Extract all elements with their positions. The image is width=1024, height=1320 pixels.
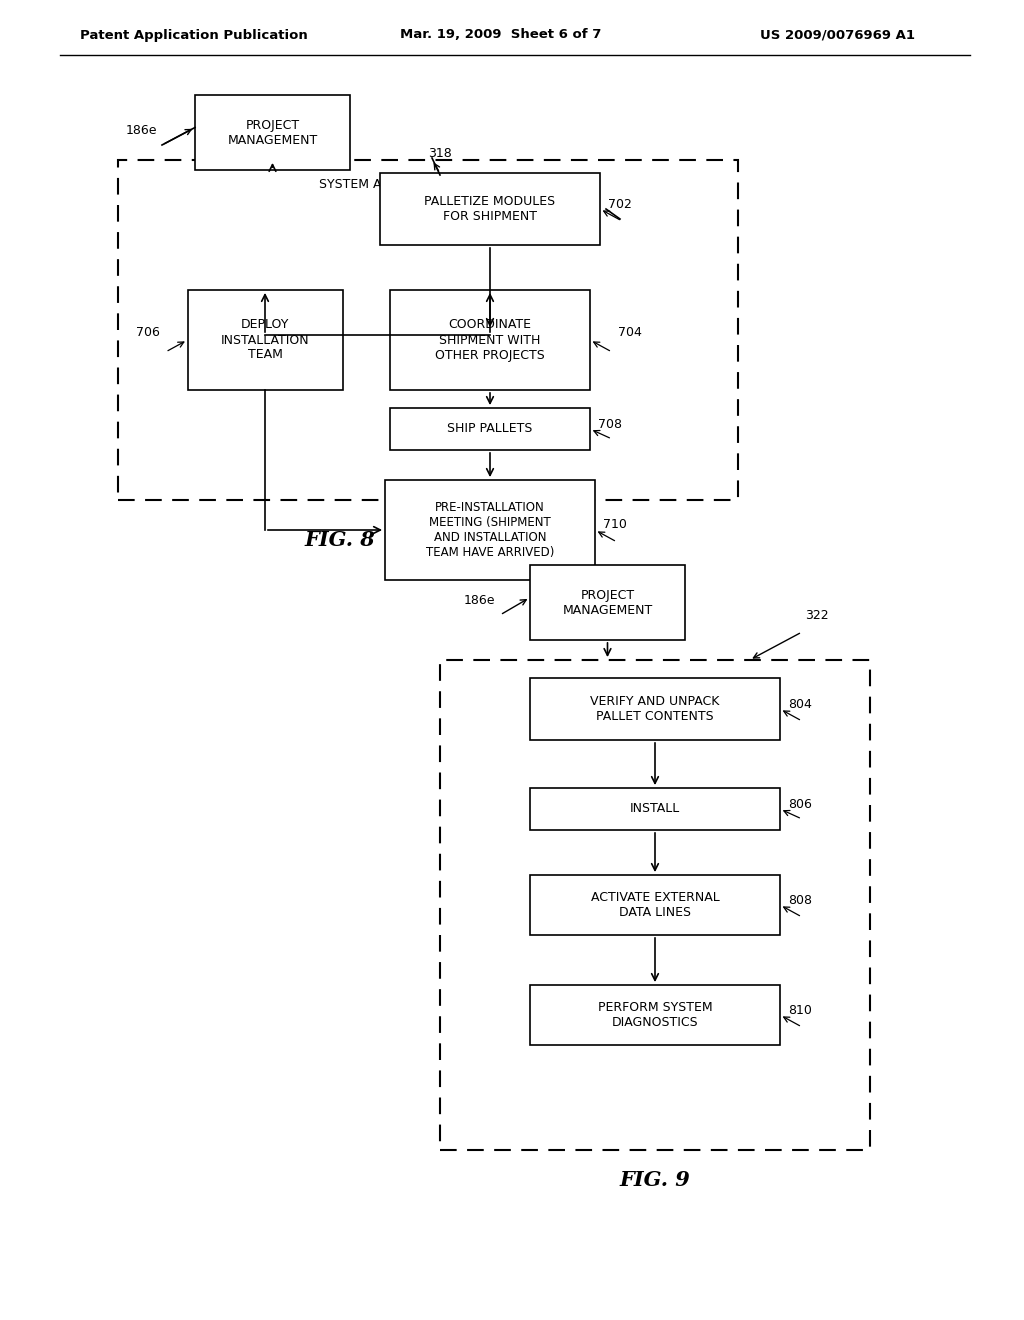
Text: PROJECT
MANAGEMENT: PROJECT MANAGEMENT xyxy=(227,119,317,147)
Text: FIG. 9: FIG. 9 xyxy=(620,1170,690,1191)
Text: 806: 806 xyxy=(788,797,812,810)
Text: SYSTEM ASSEMBLY AND SHIPMENT: SYSTEM ASSEMBLY AND SHIPMENT xyxy=(318,178,538,191)
Text: VERIFY AND UNPACK
PALLET CONTENTS: VERIFY AND UNPACK PALLET CONTENTS xyxy=(590,696,720,723)
Text: INSTALL: INSTALL xyxy=(630,803,680,816)
Text: SYSTEM INSTALL: SYSTEM INSTALL xyxy=(603,678,708,690)
Text: SHIP PALLETS: SHIP PALLETS xyxy=(447,422,532,436)
Text: 708: 708 xyxy=(598,417,622,430)
Text: 706: 706 xyxy=(135,326,160,338)
Text: PALLETIZE MODULES
FOR SHIPMENT: PALLETIZE MODULES FOR SHIPMENT xyxy=(424,195,556,223)
Text: 322: 322 xyxy=(805,609,828,622)
FancyBboxPatch shape xyxy=(530,565,685,640)
Text: FIG. 8: FIG. 8 xyxy=(304,531,376,550)
Text: 318: 318 xyxy=(428,147,452,160)
FancyBboxPatch shape xyxy=(530,985,780,1045)
FancyBboxPatch shape xyxy=(385,480,595,579)
Text: 186e: 186e xyxy=(464,594,495,606)
FancyBboxPatch shape xyxy=(390,290,590,389)
FancyBboxPatch shape xyxy=(530,875,780,935)
Text: 804: 804 xyxy=(788,697,812,710)
Text: PROJECT
MANAGEMENT: PROJECT MANAGEMENT xyxy=(562,589,652,616)
FancyBboxPatch shape xyxy=(380,173,600,246)
Text: PERFORM SYSTEM
DIAGNOSTICS: PERFORM SYSTEM DIAGNOSTICS xyxy=(598,1001,713,1030)
FancyBboxPatch shape xyxy=(390,408,590,450)
Text: 186e: 186e xyxy=(126,124,157,136)
Text: 710: 710 xyxy=(603,519,627,532)
FancyBboxPatch shape xyxy=(530,788,780,830)
Text: US 2009/0076969 A1: US 2009/0076969 A1 xyxy=(760,29,915,41)
FancyBboxPatch shape xyxy=(187,290,342,389)
Text: PRE-INSTALLATION
MEETING (SHIPMENT
AND INSTALLATION
TEAM HAVE ARRIVED): PRE-INSTALLATION MEETING (SHIPMENT AND I… xyxy=(426,502,554,558)
Text: 808: 808 xyxy=(788,894,812,907)
FancyBboxPatch shape xyxy=(195,95,350,170)
Text: ACTIVATE EXTERNAL
DATA LINES: ACTIVATE EXTERNAL DATA LINES xyxy=(591,891,720,919)
Text: Patent Application Publication: Patent Application Publication xyxy=(80,29,308,41)
Text: COORDINATE
SHIPMENT WITH
OTHER PROJECTS: COORDINATE SHIPMENT WITH OTHER PROJECTS xyxy=(435,318,545,362)
Text: Mar. 19, 2009  Sheet 6 of 7: Mar. 19, 2009 Sheet 6 of 7 xyxy=(400,29,601,41)
FancyBboxPatch shape xyxy=(530,678,780,741)
Text: DEPLOY
INSTALLATION
TEAM: DEPLOY INSTALLATION TEAM xyxy=(221,318,309,362)
Text: 704: 704 xyxy=(618,326,642,338)
Text: 702: 702 xyxy=(608,198,632,210)
Text: 810: 810 xyxy=(788,1003,812,1016)
